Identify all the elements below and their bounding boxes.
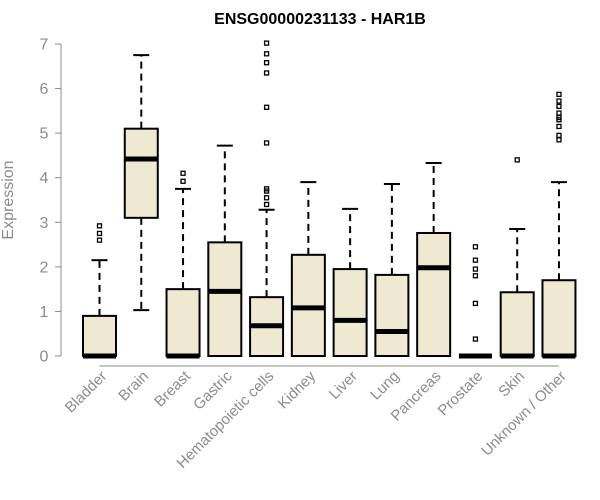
outlier-point bbox=[96, 237, 103, 243]
box-iqr bbox=[332, 268, 368, 358]
outlier-point bbox=[180, 170, 186, 176]
outlier-point bbox=[556, 132, 562, 139]
box-kidney bbox=[290, 181, 326, 357]
box-hematopoietic-cells bbox=[249, 40, 285, 357]
outlier-point bbox=[180, 178, 186, 184]
box-iqr bbox=[123, 127, 159, 219]
outlier-point bbox=[472, 336, 479, 342]
box-pancreas bbox=[416, 162, 452, 358]
outlier-point bbox=[96, 223, 103, 229]
y-tick-label: 3 bbox=[40, 215, 49, 232]
outlier-point bbox=[263, 60, 270, 66]
category-label: Liver bbox=[326, 368, 361, 403]
outlier-point bbox=[556, 137, 562, 143]
box-iqr bbox=[207, 241, 243, 357]
outlier-point bbox=[556, 98, 562, 104]
box-iqr bbox=[416, 231, 452, 358]
category-label: Brain bbox=[115, 368, 152, 405]
outlier-point bbox=[472, 273, 479, 279]
category-label: Breast bbox=[151, 367, 194, 410]
box-prostate bbox=[458, 244, 492, 359]
y-tick-label: 7 bbox=[40, 37, 49, 54]
boxes-layer bbox=[82, 40, 577, 359]
outlier-point bbox=[263, 70, 270, 76]
box-iqr bbox=[499, 291, 535, 357]
outlier-point bbox=[263, 51, 270, 57]
box-iqr bbox=[82, 314, 117, 357]
box-brain bbox=[123, 54, 159, 312]
outlier-point bbox=[96, 230, 103, 237]
box-breast bbox=[165, 170, 201, 359]
category-label: Prostate bbox=[435, 368, 487, 420]
y-tick-label: 5 bbox=[40, 126, 49, 143]
outlier-point bbox=[472, 244, 479, 250]
box-iqr bbox=[541, 279, 577, 358]
category-label: Bladder bbox=[62, 368, 111, 417]
outlier-point bbox=[556, 123, 562, 130]
outlier-point bbox=[263, 195, 270, 201]
outlier-point bbox=[472, 257, 479, 263]
outlier-point bbox=[263, 201, 270, 208]
category-label: Skin bbox=[495, 368, 528, 401]
box-unknown-other bbox=[541, 91, 577, 359]
box-iqr bbox=[165, 288, 201, 357]
box-iqr bbox=[374, 273, 410, 358]
outlier-point bbox=[556, 110, 562, 116]
y-axis-label: Expression bbox=[0, 160, 17, 239]
outlier-point bbox=[263, 140, 270, 146]
outlier-point bbox=[556, 91, 562, 98]
box-bladder bbox=[82, 223, 117, 359]
box-gastric bbox=[207, 144, 243, 357]
outlier-point bbox=[263, 104, 270, 110]
y-axis: 0 1 2 3 4 5 6 7 bbox=[40, 37, 62, 366]
y-tick-label: 4 bbox=[40, 170, 49, 187]
outlier-point bbox=[263, 40, 270, 46]
y-tick-label: 0 bbox=[40, 349, 49, 366]
category-label: Lung bbox=[367, 368, 403, 404]
box-lung bbox=[374, 182, 410, 358]
chart-title: ENSG00000231133 - HAR1B bbox=[214, 11, 426, 28]
y-tick-label: 2 bbox=[40, 259, 49, 276]
box-skin bbox=[499, 157, 535, 359]
box-liver bbox=[332, 207, 368, 358]
outlier-point bbox=[556, 103, 562, 110]
y-tick-label: 6 bbox=[40, 81, 49, 98]
outlier-point bbox=[472, 266, 479, 272]
y-tick-label: 1 bbox=[40, 304, 49, 321]
category-label: Kidney bbox=[275, 367, 320, 412]
outlier-point bbox=[514, 157, 520, 163]
outlier-point bbox=[472, 300, 479, 307]
outlier-point bbox=[263, 186, 270, 192]
